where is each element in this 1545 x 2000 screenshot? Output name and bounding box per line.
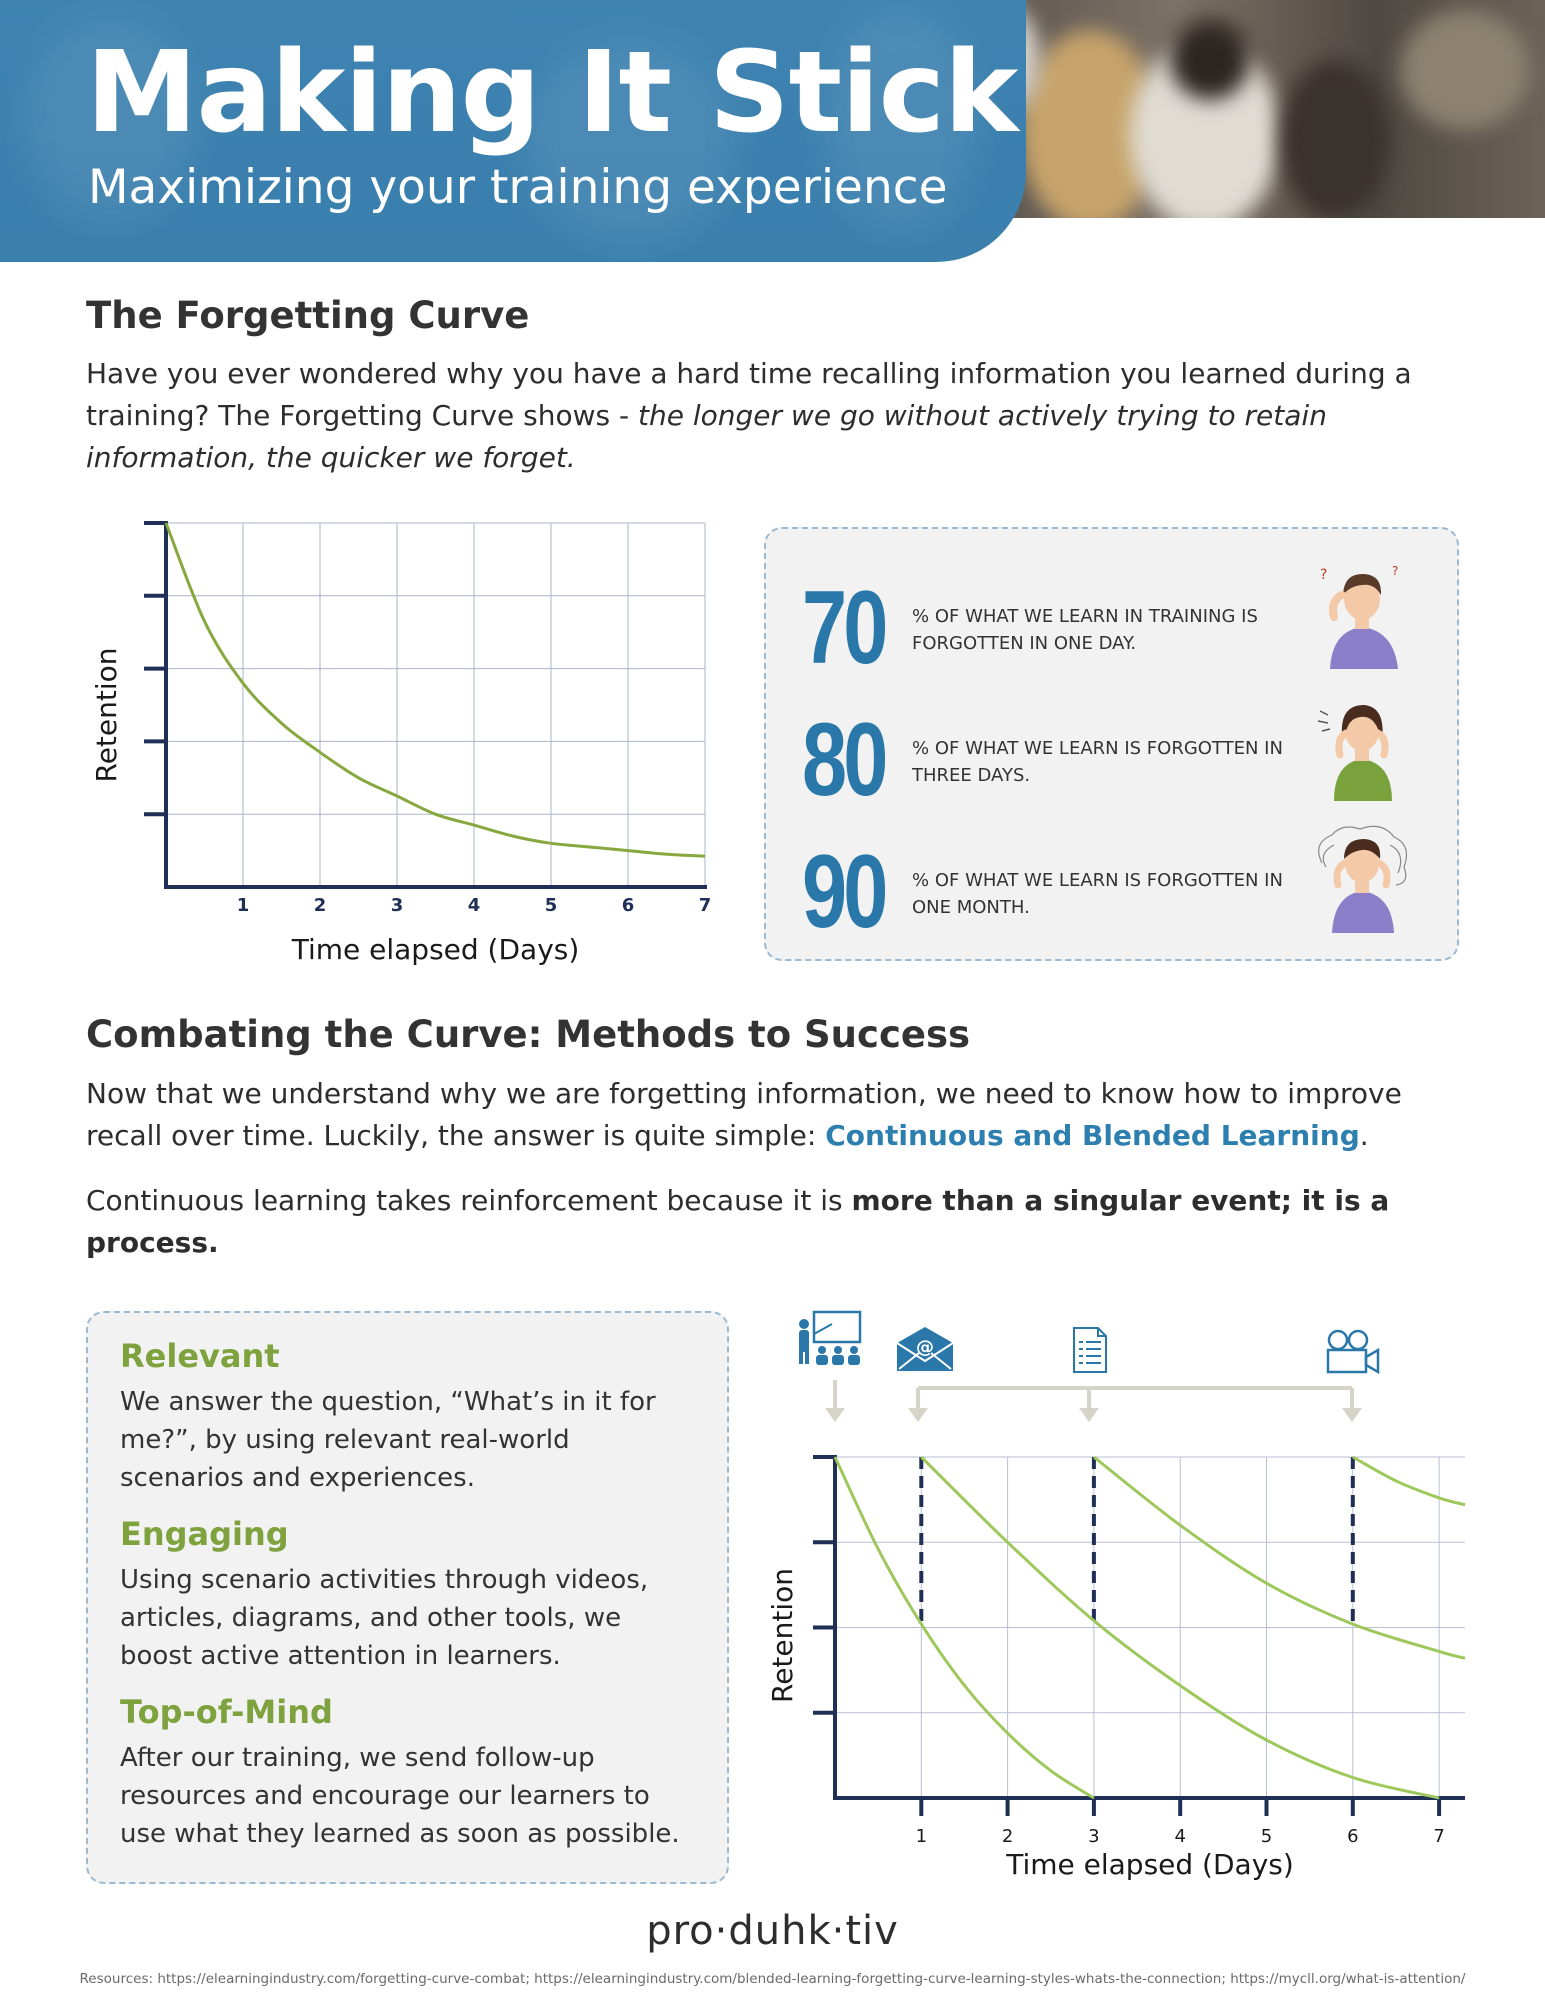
chart-grid xyxy=(813,1455,1465,1798)
x-tick-label: 1 xyxy=(916,1826,927,1847)
method-body-engaging: Using scenario activities through videos… xyxy=(120,1565,649,1671)
x-tick-label: 4 xyxy=(468,895,481,916)
x-tick-label: 2 xyxy=(314,895,327,916)
x-tick-label: 7 xyxy=(1433,1826,1444,1847)
reinforcement-arrows xyxy=(825,1380,1362,1422)
stat-text: % of what we learn in training is forgot… xyxy=(912,606,1258,654)
y-axis-label: Retention xyxy=(90,647,123,782)
retention-curve-line xyxy=(920,1455,1440,1800)
stat-row: 90 % of what we learn is forgotten in on… xyxy=(802,825,1442,950)
stat-number: 70 xyxy=(802,570,888,686)
forgetting-curve-line xyxy=(164,522,706,858)
combating-text: Now that we understand why we are forget… xyxy=(86,1077,1402,1152)
combating-heading: Combating the Curve: Methods to Success xyxy=(86,1013,971,1056)
page-title: Making It Stick xyxy=(86,28,1018,158)
forgetting-curve-heading: The Forgetting Curve xyxy=(86,294,530,337)
svg-text:?: ? xyxy=(1392,564,1398,578)
x-tick-label: 5 xyxy=(1261,1826,1272,1847)
intro-emphasis: the longer we go without actively trying… xyxy=(86,399,1327,474)
page-subtitle: Maximizing your training experience xyxy=(88,160,948,215)
continuous-blended-learning-highlight: Continuous and Blended Learning xyxy=(825,1119,1360,1152)
header-banner: Making It Stick Maximizing your training… xyxy=(0,0,1545,262)
stats-panel: 70 % of what we learn in training is for… xyxy=(764,527,1459,961)
intro-text: Have you ever wondered why you have a ha… xyxy=(86,357,1412,432)
x-tick-label: 6 xyxy=(622,895,635,916)
presentation-icon xyxy=(799,1310,862,1365)
stressed-person-icon xyxy=(1317,705,1392,801)
stat-number: 90 xyxy=(802,834,888,950)
forgetting-curve-chart: 1 2 3 4 5 6 7 Time elapsed (Days) Retention xyxy=(90,521,712,966)
combating-paragraph-1: Now that we understand why we are forget… xyxy=(86,1073,1476,1157)
y-axis-label: Retention xyxy=(770,1568,799,1703)
resources-footnote: Resources: https://elearningindustry.com… xyxy=(79,1971,1466,1987)
combating-paragraph-2: Continuous learning takes reinforcement … xyxy=(86,1180,1476,1264)
x-tick-label: 3 xyxy=(1088,1826,1099,1847)
training-photo xyxy=(980,0,1545,218)
method-title-relevant: Relevant xyxy=(120,1337,280,1375)
process-emphasis: more than a singular event; it is a proc… xyxy=(86,1184,1390,1259)
stat-text: % of what we learn is forgotten in three… xyxy=(912,738,1283,786)
method-body-relevant: We answer the question, “What’s in it fo… xyxy=(120,1387,656,1493)
header-band xyxy=(0,0,1026,262)
document-icon xyxy=(1073,1327,1107,1373)
stat-number: 80 xyxy=(802,702,888,818)
combating-text-end: . xyxy=(1359,1119,1369,1152)
stat-row: 70 % of what we learn in training is for… xyxy=(802,564,1442,686)
stat-text: % of what we learn is forgotten in one m… xyxy=(912,870,1283,918)
confused-person-icon: ? ? xyxy=(1320,564,1398,669)
x-tick-label: 6 xyxy=(1347,1826,1358,1847)
svg-text:@: @ xyxy=(916,1337,934,1358)
email-icon: @ xyxy=(896,1327,954,1371)
x-tick-label: 3 xyxy=(391,895,404,916)
x-tick-label: 4 xyxy=(1174,1826,1185,1847)
method-title-top-of-mind: Top-of-Mind xyxy=(120,1693,333,1731)
svg-text:?: ? xyxy=(1320,567,1327,583)
retention-curve-line xyxy=(1092,1455,1466,1660)
x-axis-label: Time elapsed (Days) xyxy=(291,933,580,966)
overwhelmed-person-icon xyxy=(1318,825,1407,933)
reinforcement-curve-chart: @ 1 2 3 4 5 6 7 Time elapsed (Days) Retention xyxy=(770,1310,1466,1880)
method-title-engaging: Engaging xyxy=(120,1515,289,1553)
process-text: Continuous learning takes reinforcement … xyxy=(86,1184,852,1217)
chart-grid xyxy=(144,521,706,887)
company-logo: pro·duhk·tiv xyxy=(646,1908,899,1954)
x-tick-label: 5 xyxy=(545,895,558,916)
x-tick-label: 1 xyxy=(237,895,250,916)
stat-row: 80 % of what we learn is forgotten in th… xyxy=(802,705,1442,815)
x-tick-label: 2 xyxy=(1002,1826,1013,1847)
forgetting-curve-intro: Have you ever wondered why you have a ha… xyxy=(86,353,1476,479)
method-body-top-of-mind: After our training, we send follow-up re… xyxy=(120,1743,680,1849)
x-axis-label: Time elapsed (Days) xyxy=(1005,1848,1294,1880)
video-camera-icon xyxy=(1326,1329,1380,1375)
methods-panel: Relevant We answer the question, “What’s… xyxy=(86,1311,729,1884)
retention-curve-line xyxy=(1352,1455,1466,1507)
x-tick-label: 7 xyxy=(699,895,712,916)
retention-curve-line xyxy=(833,1456,1095,1800)
